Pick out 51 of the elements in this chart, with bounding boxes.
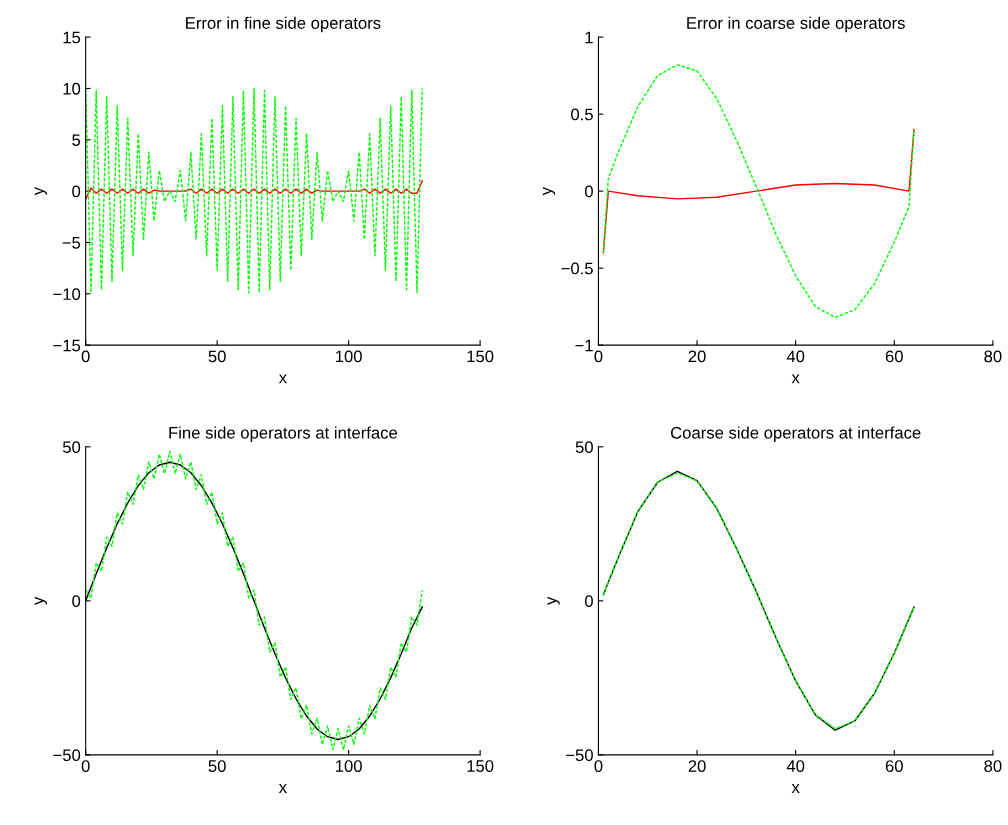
chart-title: Fine side operators at interface (169, 426, 398, 442)
y-tick-label: −5 (62, 237, 81, 249)
line-series (85, 180, 423, 201)
x-tick-label: 50 (208, 350, 226, 363)
x-tick-label: 150 (467, 760, 494, 772)
y-tick-label: 0 (584, 185, 593, 198)
x-tick-label: 60 (885, 350, 903, 363)
y-tick-label: −10 (53, 288, 81, 301)
chart-title: Error in fine side operators (186, 16, 381, 33)
x-tick-label: 150 (467, 350, 494, 363)
y-tick-label: 0.5 (571, 108, 593, 121)
y-axis-title: y (34, 596, 47, 605)
y-tick-label: −50 (566, 749, 593, 762)
x-tick-label: 20 (688, 760, 706, 772)
line-series (85, 87, 423, 294)
x-tick-label: 100 (336, 350, 362, 363)
y-tick-label: 1 (585, 31, 593, 44)
x-tick-label: 80 (984, 350, 1002, 363)
x-tick-label: 40 (786, 350, 805, 363)
x-tick-label: 0 (81, 760, 90, 772)
x-tick-label: 20 (688, 350, 706, 363)
y-tick-label: 0 (584, 595, 593, 608)
y-tick-label: −1 (575, 339, 593, 352)
x-tick-label: 40 (786, 760, 805, 772)
x-tick-label: 0 (594, 760, 603, 772)
x-tick-label: 50 (208, 760, 226, 772)
x-tick-label: 0 (594, 350, 603, 363)
y-tick-label: −50 (53, 749, 81, 762)
y-tick-label: 5 (72, 134, 81, 147)
chart-title: Coarse side operators at interface (670, 426, 921, 442)
y-tick-label: −15 (53, 339, 81, 352)
y-tick-label: 10 (63, 82, 81, 95)
y-tick-label: 0 (72, 185, 81, 198)
y-axis-title: y (547, 596, 560, 605)
y-tick-label: 50 (62, 441, 81, 454)
y-tick-label: 15 (63, 31, 81, 44)
chart-title: Error in coarse side operators (687, 16, 905, 33)
x-tick-label: 100 (336, 760, 362, 772)
y-tick-label: −0.5 (561, 262, 593, 275)
y-axis-title: y (34, 187, 47, 196)
y-axis-title: y (542, 187, 556, 196)
x-axis-title: x (278, 784, 287, 793)
x-tick-label: 60 (885, 760, 903, 772)
y-tick-label: 50 (575, 441, 593, 454)
x-axis-title: x (791, 374, 800, 384)
x-tick-label: 80 (984, 760, 1002, 772)
x-axis-title: x (278, 374, 287, 384)
x-axis-title: x (791, 784, 800, 793)
x-tick-label: 0 (81, 350, 90, 363)
line-series (602, 64, 915, 319)
y-tick-label: 0 (72, 595, 81, 608)
